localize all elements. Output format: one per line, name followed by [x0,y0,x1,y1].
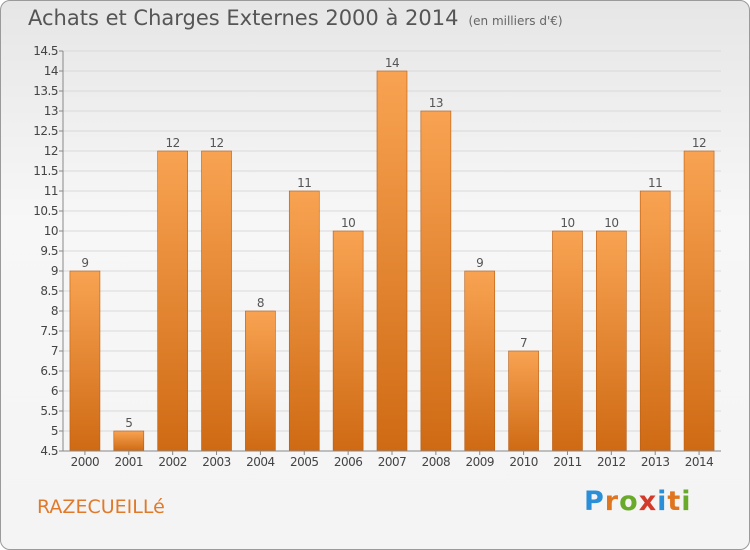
x-tick-label: 2003 [202,455,231,469]
bar-2005 [288,190,320,452]
data-label: 8 [257,296,264,310]
bar-2002 [157,150,188,452]
x-tick-label: 2012 [597,455,626,469]
y-tick-label: 10 [44,224,58,238]
title-text: Achats et Charges Externes 2000 à 2014 [28,6,459,30]
chart-title: Achats et Charges Externes 2000 à 2014 (e… [28,6,563,30]
logo-letter: i [657,486,668,517]
y-tick-label: 13.5 [33,84,58,98]
y-tick-label: 7.5 [40,324,58,338]
data-label: 9 [81,256,88,270]
logo-letter: P [584,486,605,517]
y-tick-label: 4.5 [40,444,58,458]
y-tick-label: 6.5 [40,364,58,378]
bar-2000 [69,270,101,452]
x-tick-label: 2000 [71,455,100,469]
x-tick-label: 2008 [422,455,451,469]
x-tick-label: 2004 [246,455,275,469]
bar-2007 [376,70,408,452]
bar-2014 [683,150,715,452]
data-label: 10 [604,216,618,230]
logo-letter: o [619,486,639,517]
logo-letter: t [667,486,682,517]
x-tick-label: 2014 [685,455,714,469]
data-label: 12 [166,136,180,150]
y-tick-label: 12.5 [33,124,58,138]
x-tick-label: 2007 [378,455,407,469]
bar-2009 [464,270,496,452]
bar-2001 [113,430,145,452]
bar-2011 [552,230,583,452]
x-tick-label: 2010 [509,455,538,469]
y-tick-label: 8 [51,304,58,318]
bar-2010 [508,350,539,452]
x-tick-label: 2006 [334,455,363,469]
bar-2008 [420,110,452,452]
x-tick-label: 2011 [553,455,582,469]
x-tick-label: 2009 [465,455,494,469]
data-label: 7 [520,336,527,350]
bar-2003 [201,150,232,452]
title-unit: (en milliers d'€) [468,14,563,28]
data-label: 5 [125,416,132,430]
data-label: 10 [560,216,574,230]
data-labels: 9 5 12 12 8 11 10 14 13 9 7 10 10 11 12 [81,56,706,430]
x-tick-label: 2002 [158,455,187,469]
y-tick-label: 14.5 [33,44,58,58]
town-name: RAZECUEILLé [37,496,165,518]
logo-letter: x [638,486,658,517]
bars [69,70,715,452]
bar-2013 [639,190,671,452]
y-tick-label: 9 [51,264,58,278]
bar-2006 [332,230,364,452]
y-tick-labels: 4.5 5 5.5 6 6.5 7 7.5 8 8.5 9 9.5 10 10.5 11 11.5 12 12.… [33,44,58,458]
data-label: 10 [341,216,355,230]
y-tick-label: 11 [44,184,58,198]
bar-2004 [245,310,276,452]
data-label: 12 [209,136,223,150]
axes [62,51,721,452]
y-tick-label: 12 [44,144,58,158]
data-label: 13 [429,96,443,110]
y-tick-label: 11.5 [33,164,58,178]
y-tick-label: 5 [51,424,58,438]
data-label: 14 [385,56,399,70]
logo-letter: i [681,486,692,517]
y-tick-label: 14 [44,64,58,78]
x-tick-label: 2001 [115,455,144,469]
y-tick-label: 5.5 [40,404,58,418]
y-tick-label: 6 [51,384,58,398]
data-label: 12 [692,136,706,150]
y-tick-label: 9.5 [40,244,58,258]
x-tick-label: 2005 [290,455,319,469]
y-tick-label: 8.5 [40,284,58,298]
logo-letter: r [604,486,620,517]
data-label: 9 [476,256,483,270]
data-label: 11 [648,176,662,190]
x-tick-label: 2013 [641,455,670,469]
proxiti-logo: Proxiti [584,486,692,517]
data-label: 11 [297,176,311,190]
y-tick-label: 10.5 [33,204,58,218]
x-tick-labels: 2000 2001 2002 2003 2004 2005 2006 2007 2008 2009… [71,455,714,469]
y-tick-label: 7 [51,344,58,358]
bar-2012 [596,230,627,452]
y-tick-label: 13 [44,104,58,118]
